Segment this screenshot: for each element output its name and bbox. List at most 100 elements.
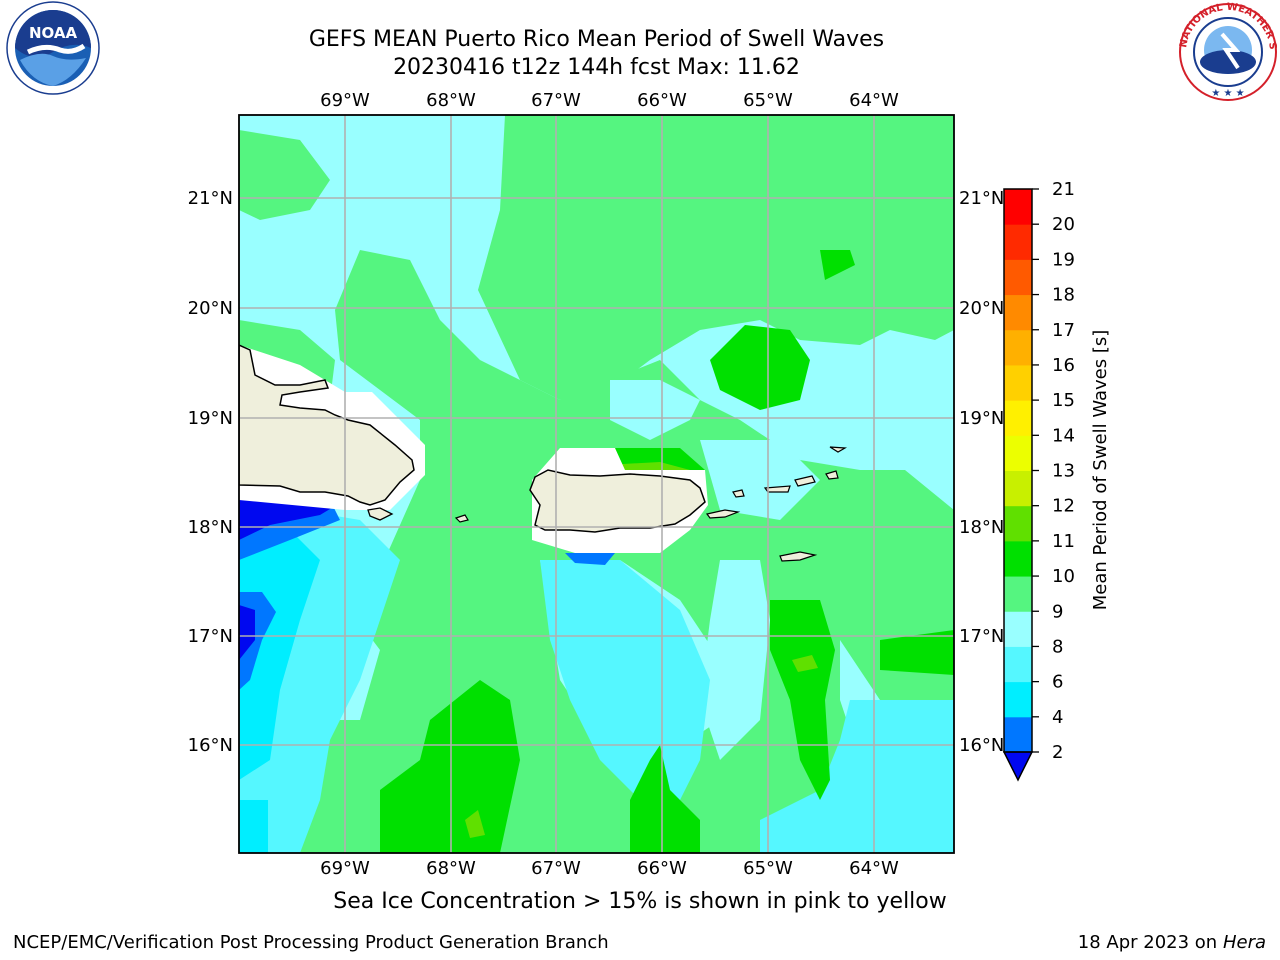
- lat-label-right: 21°N: [959, 188, 1004, 209]
- colorbar-tick-label: 14: [1052, 425, 1075, 446]
- chart-title: GEFS MEAN Puerto Rico Mean Period of Swe…: [308, 27, 885, 52]
- colorbar: 2 4 6 8 9 10 11 12 13 14 15 16 17 18 19 20 21: [1002, 179, 1075, 782]
- lon-label-bottom: 65°W: [743, 858, 793, 879]
- colorbar-segment: [1004, 505, 1032, 542]
- st-thomas-island: [763, 485, 791, 493]
- lon-label-top: 68°W: [426, 90, 476, 111]
- colorbar-segment: [1004, 716, 1032, 753]
- contour-10-11-south-east: [770, 600, 835, 800]
- lat-label-left: 18°N: [188, 517, 233, 538]
- footer-host: Hera: [1222, 932, 1266, 953]
- colorbar-tick-label: 9: [1052, 601, 1063, 622]
- contour-11-12-south: [465, 810, 485, 838]
- colorbar-tick-label: 16: [1052, 355, 1075, 376]
- contour-10-11-south-center: [630, 745, 700, 853]
- contour-10-11-ne: [710, 325, 810, 410]
- lon-labels-bottom: 69°W 68°W 67°W 66°W 65°W 64°W: [320, 858, 899, 879]
- contour-4-6-sw-corner: [239, 800, 268, 853]
- lat-label-right: 20°N: [959, 298, 1004, 319]
- gridlines: [239, 115, 954, 853]
- contour-11-12-se: [792, 655, 818, 672]
- colorbar-segment: [1004, 576, 1032, 612]
- colorbar-segment: [1004, 470, 1032, 507]
- colorbar-segment: [1004, 540, 1032, 577]
- lat-label-left: 20°N: [188, 298, 233, 319]
- contour-10-11-east: [880, 630, 954, 675]
- lat-label-left: 21°N: [188, 188, 233, 209]
- colorbar-tick-label: 8: [1052, 636, 1063, 657]
- contour-8-9-pocket-b: [700, 440, 820, 520]
- colorbar-tick-label: 6: [1052, 672, 1063, 693]
- contour-10-11-ne-small: [820, 250, 855, 280]
- contour-8-9-pocket-a: [610, 380, 700, 440]
- colorbar-segment: [1004, 435, 1032, 471]
- vieques-island: [705, 509, 741, 519]
- map-frame: [238, 114, 955, 854]
- st-croix-island: [779, 551, 818, 562]
- contour-6-8-southeast: [760, 700, 954, 853]
- contour-10-11-south-mid: [380, 680, 520, 853]
- mona-island: [454, 514, 469, 523]
- colorbar-segment: [1004, 329, 1032, 366]
- contour-below-2-sw: [239, 605, 255, 660]
- culebra-island: [732, 489, 745, 498]
- lat-label-left: 19°N: [188, 408, 233, 429]
- colorbar-segment: [1004, 611, 1032, 647]
- colorbar-tick-label: 2: [1052, 742, 1063, 763]
- tortola-island: [794, 475, 816, 487]
- svg-text:★ ★ ★: ★ ★ ★: [1211, 88, 1244, 99]
- colorbar-segment: [1004, 259, 1032, 296]
- lon-labels-top: 69°W 68°W 67°W 66°W 65°W 64°W: [320, 90, 899, 111]
- lon-label-top: 67°W: [531, 90, 581, 111]
- colorbar-segment: [1004, 224, 1032, 260]
- lon-label-bottom: 69°W: [320, 858, 370, 879]
- colorbar-segment: [1004, 364, 1032, 401]
- contour-2-4-pr-south: [565, 553, 615, 565]
- colorbar-tick-label: 15: [1052, 390, 1075, 411]
- lat-label-right: 18°N: [959, 517, 1004, 538]
- contour-8-9-south-b: [700, 560, 770, 760]
- lat-labels-left: 21°N 20°N 19°N 18°N 17°N 16°N: [188, 188, 233, 756]
- colorbar-segment: [1004, 294, 1032, 331]
- colorbar-tick-label: 10: [1052, 566, 1075, 587]
- lon-label-bottom: 64°W: [849, 858, 899, 879]
- lat-labels-right: 21°N 20°N 19°N 18°N 17°N 16°N: [959, 188, 1004, 756]
- contour-below-2-west: [239, 500, 345, 540]
- colorbar-tick-label: 11: [1052, 531, 1075, 552]
- colorbar-label: Mean Period of Swell Waves [s]: [1090, 330, 1111, 611]
- colorbar-tick-label: 13: [1052, 461, 1075, 482]
- colorbar-tick-label: 19: [1052, 249, 1075, 270]
- colorbar-segment: [1004, 400, 1032, 436]
- colorbar-tick-label: 17: [1052, 320, 1075, 341]
- colorbar-tick-label: 20: [1052, 214, 1075, 235]
- lon-label-top: 69°W: [320, 90, 370, 111]
- lon-label-top: 64°W: [849, 90, 899, 111]
- anegada-island: [829, 446, 848, 453]
- colorbar-segment: [1004, 189, 1032, 225]
- colorbar-tick-label: 12: [1052, 496, 1075, 517]
- nws-logo-icon: NATIONAL WEATHER SERVICE ★ ★ ★: [1176, 0, 1278, 101]
- lon-label-top: 66°W: [637, 90, 687, 111]
- lon-label-bottom: 68°W: [426, 858, 476, 879]
- contour-6-8-south: [540, 560, 710, 800]
- colorbar-tick-label: 4: [1052, 707, 1063, 728]
- footer-credit: NCEP/EMC/Verification Post Processing Pr…: [13, 932, 609, 953]
- lat-label-right: 17°N: [959, 626, 1004, 647]
- colorbar-segment: [1004, 646, 1032, 683]
- colorbar-segment: [1004, 681, 1032, 718]
- colorbar-tick-label: 18: [1052, 285, 1075, 306]
- footer-date-text: 18 Apr 2023 on: [1077, 932, 1218, 953]
- lon-label-bottom: 66°W: [637, 858, 687, 879]
- lat-label-right: 16°N: [959, 735, 1004, 756]
- lon-label-bottom: 67°W: [531, 858, 581, 879]
- sea-ice-caption: Sea Ice Concentration > 15% is shown in …: [333, 889, 947, 914]
- contour-9-10-north: [478, 115, 954, 400]
- lon-label-top: 65°W: [743, 90, 793, 111]
- contour-field: [239, 115, 954, 853]
- svg-text:NOAA: NOAA: [29, 24, 78, 42]
- virgin-gorda-island: [825, 470, 839, 480]
- colorbar-tick-label: 21: [1052, 179, 1075, 200]
- saona-island: [367, 507, 394, 521]
- lat-label-left: 17°N: [188, 626, 233, 647]
